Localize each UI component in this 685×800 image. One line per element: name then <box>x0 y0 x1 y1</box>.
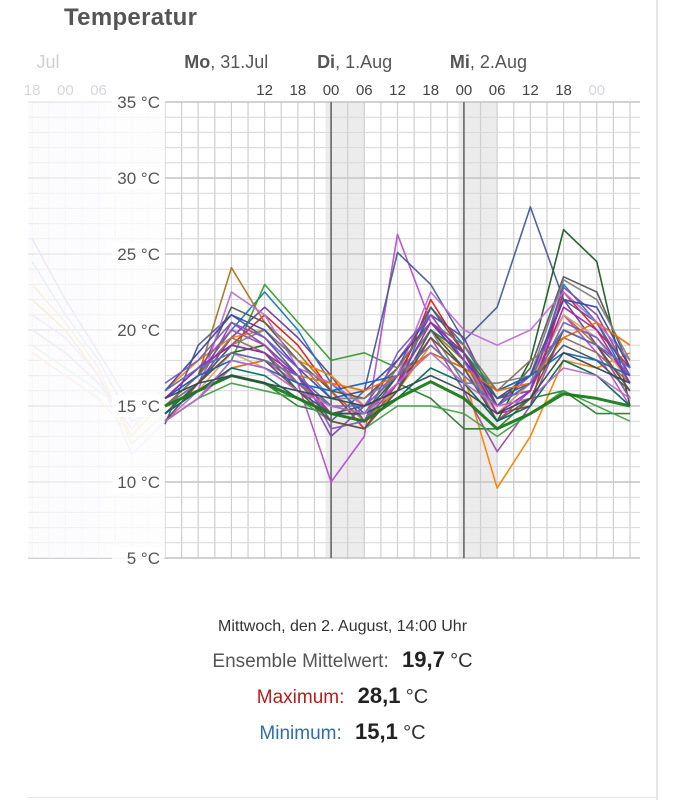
day-label-weekday: Mi <box>450 52 470 72</box>
hour-tick-label: 18 <box>290 82 307 99</box>
x-axis-labels: Jul Mo, 31.Jul Di, 1.Aug Mi, 2.Aug 18 00 06 12 1… <box>24 52 605 99</box>
day-label: Mo, 31.Jul <box>184 52 268 72</box>
hour-tick-label: 12 <box>256 82 273 99</box>
chart-title: Temperatur <box>64 4 198 31</box>
readout-panel: Mittwoch, den 2. August, 14:00 Uhr Ensem… <box>0 618 685 754</box>
mean-label: Ensemble Mittelwert: <box>212 651 389 672</box>
hour-tick-label: 12 <box>389 82 406 99</box>
hour-tick-label: 18 <box>422 82 439 99</box>
hour-tick-label: 06 <box>90 82 107 99</box>
day-label: Di, 1.Aug <box>317 52 392 72</box>
mean-value: 19,7 <box>402 647 445 672</box>
readout-max-row: Maximum: 28,1 °C <box>0 682 685 712</box>
series-line-16 <box>164 298 631 400</box>
max-unit: °C <box>405 686 429 708</box>
readout-date: Mittwoch, den 2. August, 14:00 Uhr <box>217 618 468 635</box>
readout-min-row: Minimum: 15,1 °C <box>0 718 685 748</box>
series-line-7 <box>164 206 631 425</box>
series-line-26 <box>164 329 631 407</box>
mean-unit: °C <box>450 650 473 672</box>
y-tick-label: 25 °C <box>117 245 160 264</box>
y-label-bg <box>112 471 164 493</box>
min-value: 15,1 <box>355 719 398 744</box>
hour-tick-label: 12 <box>522 82 539 99</box>
hour-tick-label: 18 <box>555 82 572 99</box>
hour-tick-label: 06 <box>356 82 373 99</box>
day-label-weekday: Mo <box>184 52 210 72</box>
y-axis-labels: 35 °C 30 °C 25 °C 20 °C 15 °C 10 °C 5 °C <box>112 91 164 569</box>
y-tick-label: 20 °C <box>117 321 160 340</box>
hour-tick-label: 00 <box>57 82 74 99</box>
series-lines <box>164 206 631 489</box>
max-label: Maximum: <box>256 687 345 708</box>
card-bottom-border <box>28 797 658 798</box>
min-label: Minimum: <box>259 723 342 744</box>
series-line-29 <box>164 351 631 415</box>
y-label-bg <box>112 91 164 113</box>
day-label-date: Jul <box>36 52 59 72</box>
y-tick-label: 15 °C <box>117 397 160 416</box>
y-label-bg <box>112 243 164 265</box>
card-edge <box>656 0 658 800</box>
hour-tick-label: 06 <box>489 82 506 99</box>
series-line-19 <box>164 313 631 430</box>
min-unit: °C <box>403 722 426 744</box>
day-label: Jul <box>36 52 59 72</box>
hour-tick-label: 00 <box>323 82 340 99</box>
y-label-bg <box>112 547 164 569</box>
y-tick-label: 30 °C <box>117 169 160 188</box>
day-label-weekday: Di <box>317 52 335 72</box>
day-label-date: , 2.Aug <box>470 52 527 72</box>
y-label-bg <box>112 167 164 189</box>
day-label-date: , 31.Jul <box>210 52 268 72</box>
hour-tick-label: 00 <box>588 82 605 99</box>
day-label: Mi, 2.Aug <box>450 52 527 72</box>
day-label-date: , 1.Aug <box>335 52 392 72</box>
y-label-bg <box>112 395 164 417</box>
y-tick-label: 5 °C <box>127 549 160 568</box>
hour-tick-label: 00 <box>456 82 473 99</box>
readout-mean-row: Ensemble Mittelwert: 19,7 °C <box>0 646 685 676</box>
hour-tick-label: 18 <box>24 82 41 99</box>
max-value: 28,1 <box>357 683 401 708</box>
temperature-chart[interactable]: 35 °C 30 °C 25 °C 20 °C 15 °C 10 °C 5 °C Jul Mo… <box>0 0 685 600</box>
y-label-bg <box>112 319 164 341</box>
series-line-17 <box>164 382 631 438</box>
series-line-28 <box>164 351 631 422</box>
y-tick-label: 10 °C <box>117 473 160 492</box>
y-tick-label: 35 °C <box>117 93 160 112</box>
